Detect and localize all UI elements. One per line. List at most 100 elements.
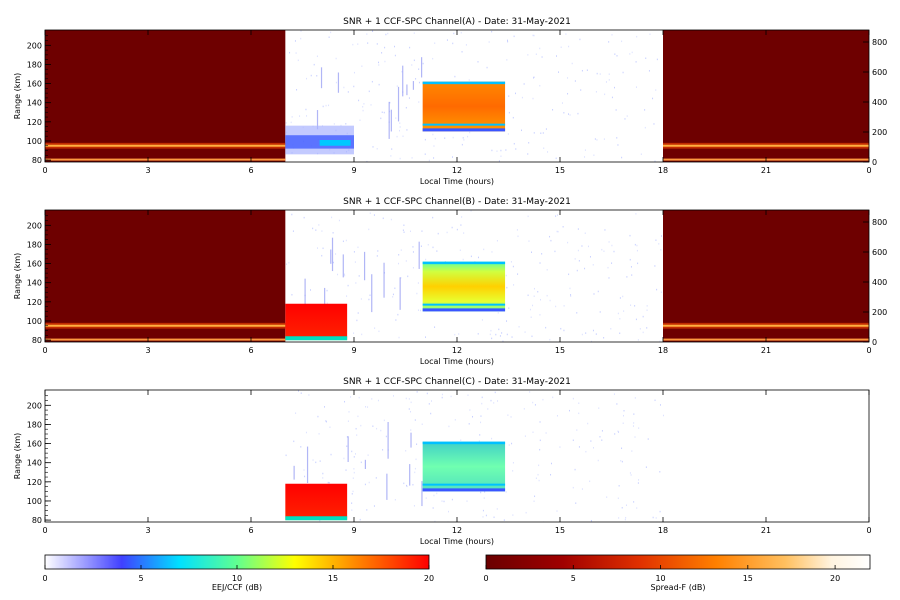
noise-speck [636, 507, 638, 509]
noise-speck [384, 60, 386, 63]
noise-speck [619, 297, 621, 299]
noise-speck [556, 510, 558, 512]
noise-speck [617, 430, 619, 433]
noise-speck [589, 480, 591, 483]
noise-speck [411, 157, 413, 159]
noise-speck [610, 327, 612, 330]
noise-speck [656, 58, 658, 61]
noise-speck [409, 230, 411, 233]
noise-speck [374, 327, 376, 329]
right-tick-label: 200 [872, 128, 887, 137]
noise-speck [632, 425, 634, 427]
noise-speck [500, 149, 502, 152]
noise-speck [458, 333, 460, 335]
noise-speck [506, 333, 508, 336]
noise-speck [308, 394, 310, 396]
noise-speck [408, 398, 410, 400]
noise-speck [357, 415, 359, 418]
noise-speck [646, 309, 648, 311]
noise-speck [498, 160, 500, 162]
x-tick-label: 3 [145, 346, 150, 355]
noise-speck [624, 118, 626, 120]
noise-speck [441, 393, 443, 396]
echo-block-lower-band [422, 303, 506, 306]
noise-speck [361, 65, 363, 67]
noise-speck [635, 86, 637, 88]
x-tick-label: 9 [351, 166, 356, 175]
noise-speck [631, 450, 633, 452]
noise-speck [507, 40, 509, 43]
noise-speck [654, 160, 656, 162]
spread-f-region [663, 30, 869, 162]
noise-speck [329, 426, 331, 429]
echo-streak [371, 274, 373, 313]
noise-speck [638, 479, 640, 481]
noise-speck [469, 409, 471, 411]
noise-speck [405, 450, 407, 452]
noise-speck [480, 415, 482, 417]
noise-speck [515, 92, 517, 95]
noise-speck [300, 446, 302, 448]
noise-speck [285, 122, 287, 124]
spread-f-layer-core [663, 324, 869, 327]
noise-speck [363, 103, 365, 105]
noise-speck [513, 35, 515, 38]
noise-speck [322, 105, 324, 108]
noise-speck [636, 249, 638, 252]
noise-speck [595, 333, 597, 335]
noise-speck [493, 402, 495, 404]
noise-speck [539, 421, 541, 423]
noise-speck [570, 294, 572, 296]
noise-speck [615, 109, 617, 111]
noise-speck [358, 275, 360, 277]
noise-speck [428, 159, 430, 162]
noise-speck [654, 399, 656, 402]
y-tick-label: 200 [27, 401, 42, 410]
noise-speck [568, 273, 570, 276]
noise-speck [513, 284, 515, 286]
noise-speck [523, 408, 525, 410]
noise-speck [590, 519, 592, 522]
noise-speck [362, 106, 364, 108]
noise-speck [493, 516, 495, 519]
noise-speck [501, 332, 503, 334]
noise-speck [356, 319, 358, 322]
right-tick-label: 800 [872, 38, 887, 47]
noise-speck [375, 477, 377, 479]
noise-speck [395, 117, 397, 119]
noise-speck [659, 404, 661, 406]
noise-speck [367, 454, 369, 456]
noise-speck [539, 84, 541, 87]
noise-speck [403, 231, 405, 233]
noise-speck [443, 500, 445, 503]
noise-speck [369, 212, 371, 214]
noise-speck [529, 308, 531, 311]
noise-speck [482, 516, 484, 518]
noise-speck [629, 258, 631, 261]
noise-speck [508, 444, 510, 446]
rti-panel-3: SNR + 1 CCF-SPC Channel(C) - Date: 31-Ma… [13, 377, 872, 546]
noise-speck [552, 396, 554, 399]
noise-speck [343, 457, 345, 460]
x-tick-label: 21 [761, 526, 771, 535]
noise-speck [527, 153, 529, 155]
noise-speck [617, 144, 619, 146]
noise-speck [635, 318, 637, 321]
noise-speck [534, 495, 536, 498]
noise-speck [531, 251, 533, 253]
noise-speck [555, 157, 557, 160]
noise-speck [367, 406, 369, 408]
noise-speck [366, 509, 368, 511]
noise-speck [324, 406, 326, 408]
noise-speck [380, 429, 382, 432]
noise-speck [335, 81, 337, 84]
echo-streak [410, 432, 412, 448]
right-tick-label: 400 [872, 98, 887, 107]
noise-speck [618, 517, 620, 519]
noise-speck [413, 505, 415, 507]
x-tick-label: 3 [145, 166, 150, 175]
noise-speck [364, 483, 366, 486]
noise-speck [463, 232, 465, 234]
noise-speck [383, 111, 385, 114]
noise-speck [578, 260, 580, 262]
